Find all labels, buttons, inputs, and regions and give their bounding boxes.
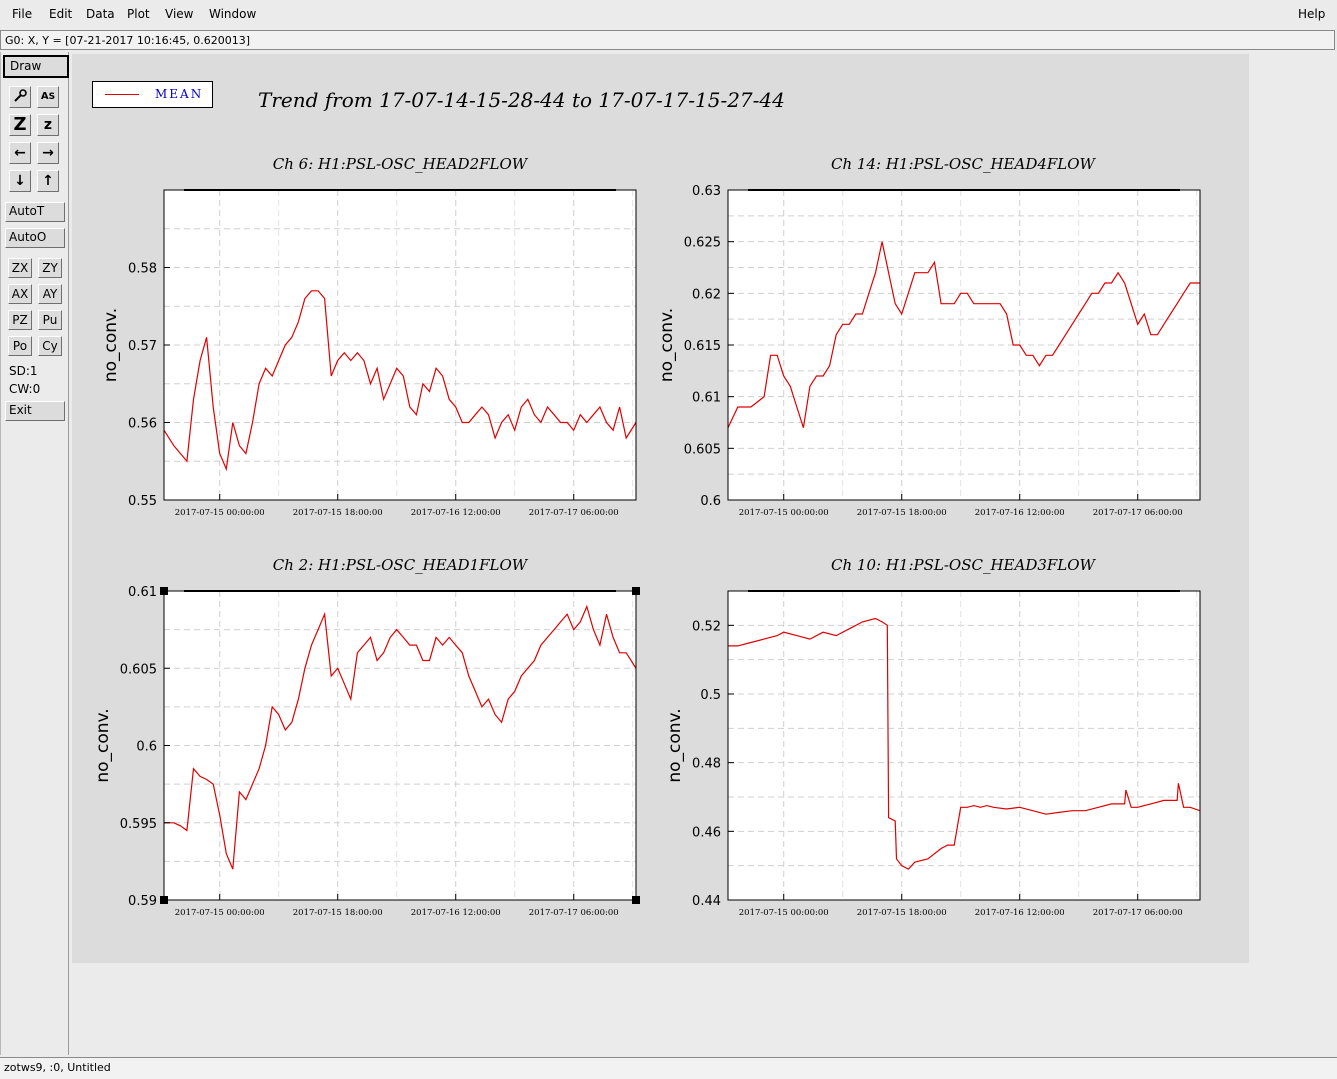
po-button[interactable]: Po <box>8 336 32 356</box>
series-line <box>163 290 637 472</box>
legend-line-swatch <box>105 94 139 95</box>
y-tick-label: 0.57 <box>128 339 157 354</box>
legend-label: MEAN <box>155 87 204 101</box>
magnify-icon[interactable] <box>9 86 31 108</box>
arrow-right-icon[interactable]: → <box>37 142 59 164</box>
status-text: zotws9, :0, Untitled <box>4 1061 111 1074</box>
y-tick-label: 0.615 <box>684 339 721 354</box>
selection-handle <box>160 896 168 904</box>
zoom-in-big-icon[interactable]: Z <box>9 114 31 136</box>
selection-handle <box>160 587 168 595</box>
main-title: Trend from 17-07-14-15-28-44 to 17-07-17… <box>258 88 785 112</box>
menu-view[interactable]: View <box>165 7 194 21</box>
pu-button[interactable]: Pu <box>38 310 62 330</box>
x-tick-label: 2017-07-15 00:00:00 <box>739 508 829 518</box>
exit-button[interactable]: Exit <box>5 401 65 421</box>
y-tick-label: 0.55 <box>128 494 157 509</box>
zx-button[interactable]: ZX <box>8 258 32 278</box>
x-tick-label: 2017-07-15 00:00:00 <box>739 908 829 918</box>
y-tick-label: 0.58 <box>128 262 157 277</box>
x-tick-label: 2017-07-17 06:00:00 <box>1093 508 1183 518</box>
y-tick-label: 0.62 <box>692 287 721 302</box>
y-tick-label: 0.6 <box>136 740 157 755</box>
x-tick-label: 2017-07-15 18:00:00 <box>857 508 947 518</box>
zy-button[interactable]: ZY <box>38 258 62 278</box>
arrow-up-icon[interactable]: ↑ <box>37 170 59 192</box>
x-tick-label: 2017-07-17 06:00:00 <box>1093 908 1183 918</box>
arrow-down-icon[interactable]: ↓ <box>9 170 31 192</box>
tool-panel: Draw AS Z z ← → ↓ ↑ AutoT AutoO ZX ZY AX… <box>0 52 69 1055</box>
x-tick-label: 2017-07-16 12:00:00 <box>975 908 1065 918</box>
y-axis-label: no_conv. <box>657 308 677 382</box>
y-tick-label: 0.63 <box>692 184 721 199</box>
x-tick-label: 2017-07-15 18:00:00 <box>293 908 383 918</box>
y-tick-label: 0.52 <box>692 619 721 634</box>
menu-edit[interactable]: Edit <box>49 7 73 21</box>
text-scale-icon[interactable]: AS <box>37 86 59 108</box>
x-tick-label: 2017-07-16 12:00:00 <box>975 508 1065 518</box>
sd-indicator: SD:1 <box>9 364 38 378</box>
coordinate-readout: G0: X, Y = [07-21-2017 10:16:45, 0.62001… <box>5 34 251 47</box>
x-tick-label: 2017-07-15 18:00:00 <box>293 508 383 518</box>
zoom-out-small-icon[interactable]: z <box>37 114 59 136</box>
y-tick-label: 0.605 <box>120 662 157 677</box>
x-tick-label: 2017-07-15 00:00:00 <box>175 908 265 918</box>
menubar: File Edit Data Plot View Window Help <box>0 0 1337 29</box>
menu-help[interactable]: Help <box>1298 7 1326 21</box>
x-tick-label: 2017-07-15 00:00:00 <box>175 508 265 518</box>
y-tick-label: 0.46 <box>692 825 721 840</box>
x-tick-label: 2017-07-17 06:00:00 <box>529 908 619 918</box>
selection-handle <box>632 587 640 595</box>
chart-title: Ch 10: H1:PSL-OSC_HEAD3FLOW <box>831 556 1097 574</box>
y-tick-label: 0.605 <box>684 442 721 457</box>
ay-button[interactable]: AY <box>38 284 62 304</box>
selection-handle <box>632 896 640 904</box>
cy-button[interactable]: Cy <box>38 336 62 356</box>
y-tick-label: 0.59 <box>128 894 157 909</box>
y-axis-label: no_conv. <box>665 708 685 782</box>
pz-button[interactable]: PZ <box>8 310 32 330</box>
chart-3: Ch 10: H1:PSL-OSC_HEAD3FLOW 0.44 0.46 0.48 0… <box>665 556 1201 918</box>
plot-background <box>728 591 1200 900</box>
series-line <box>728 617 1201 870</box>
auto-time-button[interactable]: AutoT <box>5 202 65 222</box>
draw-button[interactable]: Draw <box>3 55 69 78</box>
menu-window[interactable]: Window <box>209 7 257 21</box>
y-tick-label: 0.595 <box>120 817 157 832</box>
menu-file[interactable]: File <box>12 7 33 21</box>
y-tick-label: 0.56 <box>128 417 157 432</box>
auto-offset-button[interactable]: AutoO <box>5 228 65 248</box>
y-tick-label: 0.6 <box>700 494 721 509</box>
menu-plot[interactable]: Plot <box>127 7 150 21</box>
coordinate-readout-bar: G0: X, Y = [07-21-2017 10:16:45, 0.62001… <box>0 30 1335 50</box>
y-tick-label: 0.61 <box>128 585 157 600</box>
series-line <box>727 241 1200 428</box>
x-tick-label: 2017-07-15 18:00:00 <box>857 908 947 918</box>
y-tick-label: 0.44 <box>692 894 721 909</box>
y-tick-label: 0.61 <box>692 391 721 406</box>
chart-0: Ch 6: H1:PSL-OSC_HEAD2FLOW 0.55 0.56 0.57 0.… <box>101 155 637 518</box>
chart-title: Ch 6: H1:PSL-OSC_HEAD2FLOW <box>273 155 529 173</box>
y-axis-label: no_conv. <box>101 308 121 382</box>
chart-2: Ch 2: H1:PSL-OSC_HEAD1FLOW 0.59 0.595 0.6 0.… <box>93 556 637 918</box>
series-line <box>164 604 637 870</box>
y-axis-label: no_conv. <box>93 708 113 782</box>
chart-title: Ch 14: H1:PSL-OSC_HEAD4FLOW <box>831 155 1097 173</box>
status-bar: zotws9, :0, Untitled <box>0 1057 1337 1079</box>
y-tick-label: 0.5 <box>700 688 721 703</box>
cw-indicator: CW:0 <box>9 382 41 396</box>
chart-1: Ch 14: H1:PSL-OSC_HEAD4FLOW 0.6 0.605 0.61 0… <box>657 155 1201 518</box>
y-tick-label: 0.625 <box>684 236 721 251</box>
arrow-left-icon[interactable]: ← <box>9 142 31 164</box>
x-tick-label: 2017-07-16 12:00:00 <box>411 508 501 518</box>
y-tick-label: 0.48 <box>692 757 721 772</box>
chart-title: Ch 2: H1:PSL-OSC_HEAD1FLOW <box>273 556 529 574</box>
x-tick-label: 2017-07-17 06:00:00 <box>529 508 619 518</box>
ax-button[interactable]: AX <box>8 284 32 304</box>
x-tick-label: 2017-07-16 12:00:00 <box>411 908 501 918</box>
legend: MEAN <box>92 81 213 108</box>
menu-data[interactable]: Data <box>86 7 115 21</box>
